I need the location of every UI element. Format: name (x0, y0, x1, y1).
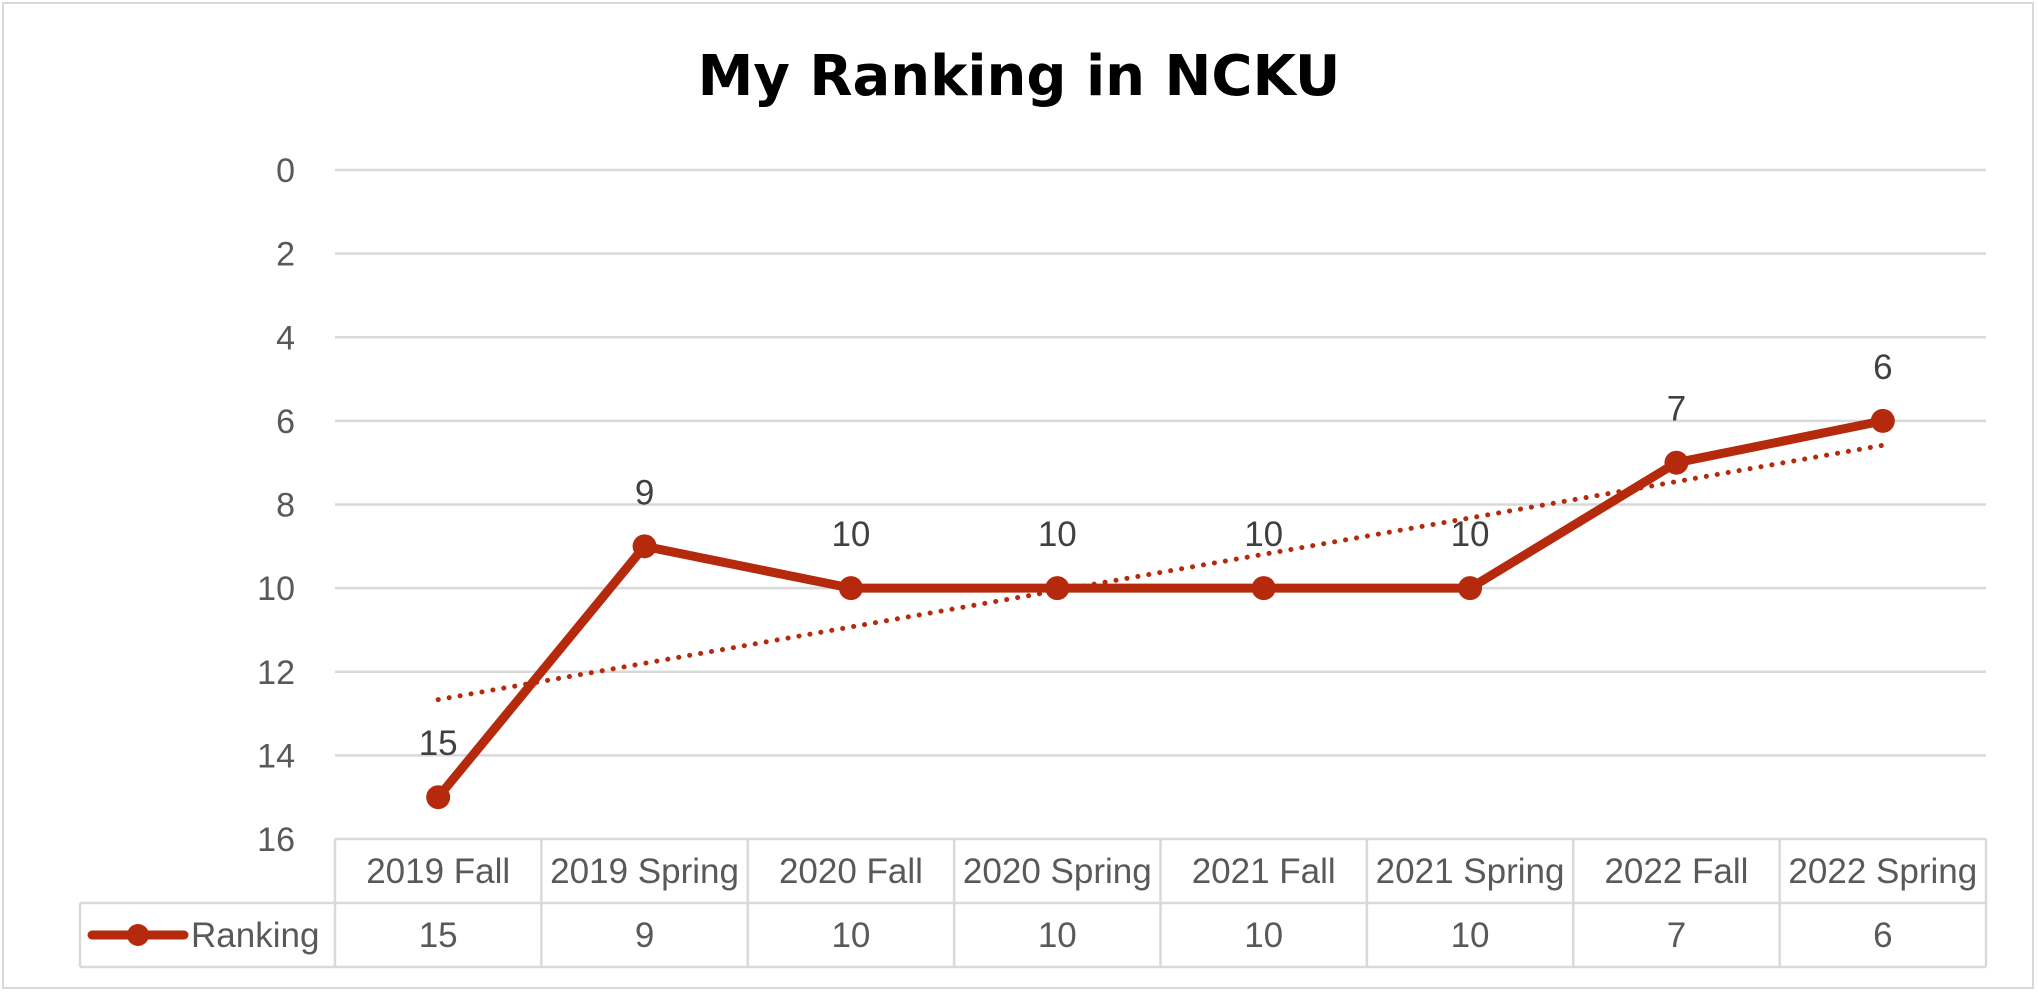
trendline-path (435, 442, 1886, 703)
y-tick-label: 10 (257, 570, 295, 608)
table-value: 10 (1451, 916, 1490, 955)
table-value: 10 (1038, 916, 1077, 955)
gridlines (335, 168, 1986, 757)
table-value: 15 (419, 916, 458, 955)
legend-label: Ranking (191, 916, 319, 955)
y-tick-label: 6 (276, 403, 295, 441)
y-axis-ticks: 0 2 4 6 8 10 12 14 16 (257, 152, 295, 859)
data-point (1045, 576, 1070, 601)
category-label: 2021 Spring (1376, 852, 1565, 891)
category-label: 2020 Spring (963, 852, 1152, 891)
data-label: 10 (1038, 515, 1077, 554)
data-table: 2019 Fall 15 2019 Spring 9 2020 Fall 10 2020 S… (78, 837, 1988, 969)
trendline (435, 442, 1886, 703)
legend-marker (127, 924, 149, 946)
data-label: 10 (1244, 515, 1283, 554)
data-point (632, 534, 657, 559)
data-label: 10 (831, 515, 870, 554)
category-label: 2022 Fall (1604, 852, 1748, 891)
data-point (426, 785, 451, 810)
data-point (1251, 576, 1276, 601)
table-value: 6 (1873, 916, 1892, 955)
data-label: 7 (1667, 390, 1686, 429)
table-value: 10 (1244, 916, 1283, 955)
category-label: 2019 Fall (366, 852, 510, 891)
y-tick-label: 16 (257, 821, 295, 859)
data-label: 15 (419, 724, 458, 763)
table-value: 7 (1667, 916, 1686, 955)
y-tick-label: 2 (276, 236, 295, 274)
chart-title: My Ranking in NCKU (698, 44, 1341, 109)
category-label: 2021 Fall (1192, 852, 1336, 891)
data-labels: 15 9 10 10 10 10 7 6 (419, 348, 1893, 763)
series-ranking (426, 408, 1895, 810)
category-label: 2020 Fall (779, 852, 923, 891)
series-line (433, 416, 1888, 802)
data-label: 10 (1451, 515, 1490, 554)
y-tick-label: 12 (257, 654, 295, 692)
table-value: 9 (635, 916, 654, 955)
data-label: 9 (635, 473, 654, 512)
y-tick-label: 4 (276, 319, 295, 357)
data-point (1664, 450, 1689, 475)
data-point (1458, 576, 1483, 601)
category-label: 2019 Spring (550, 852, 739, 891)
y-tick-label: 14 (257, 737, 295, 775)
y-tick-label: 8 (276, 487, 295, 525)
data-point (1870, 408, 1895, 433)
data-point (838, 576, 863, 601)
y-tick-label: 0 (276, 152, 295, 190)
data-label: 6 (1873, 348, 1892, 387)
category-label: 2022 Spring (1788, 852, 1977, 891)
table-value: 10 (831, 916, 870, 955)
